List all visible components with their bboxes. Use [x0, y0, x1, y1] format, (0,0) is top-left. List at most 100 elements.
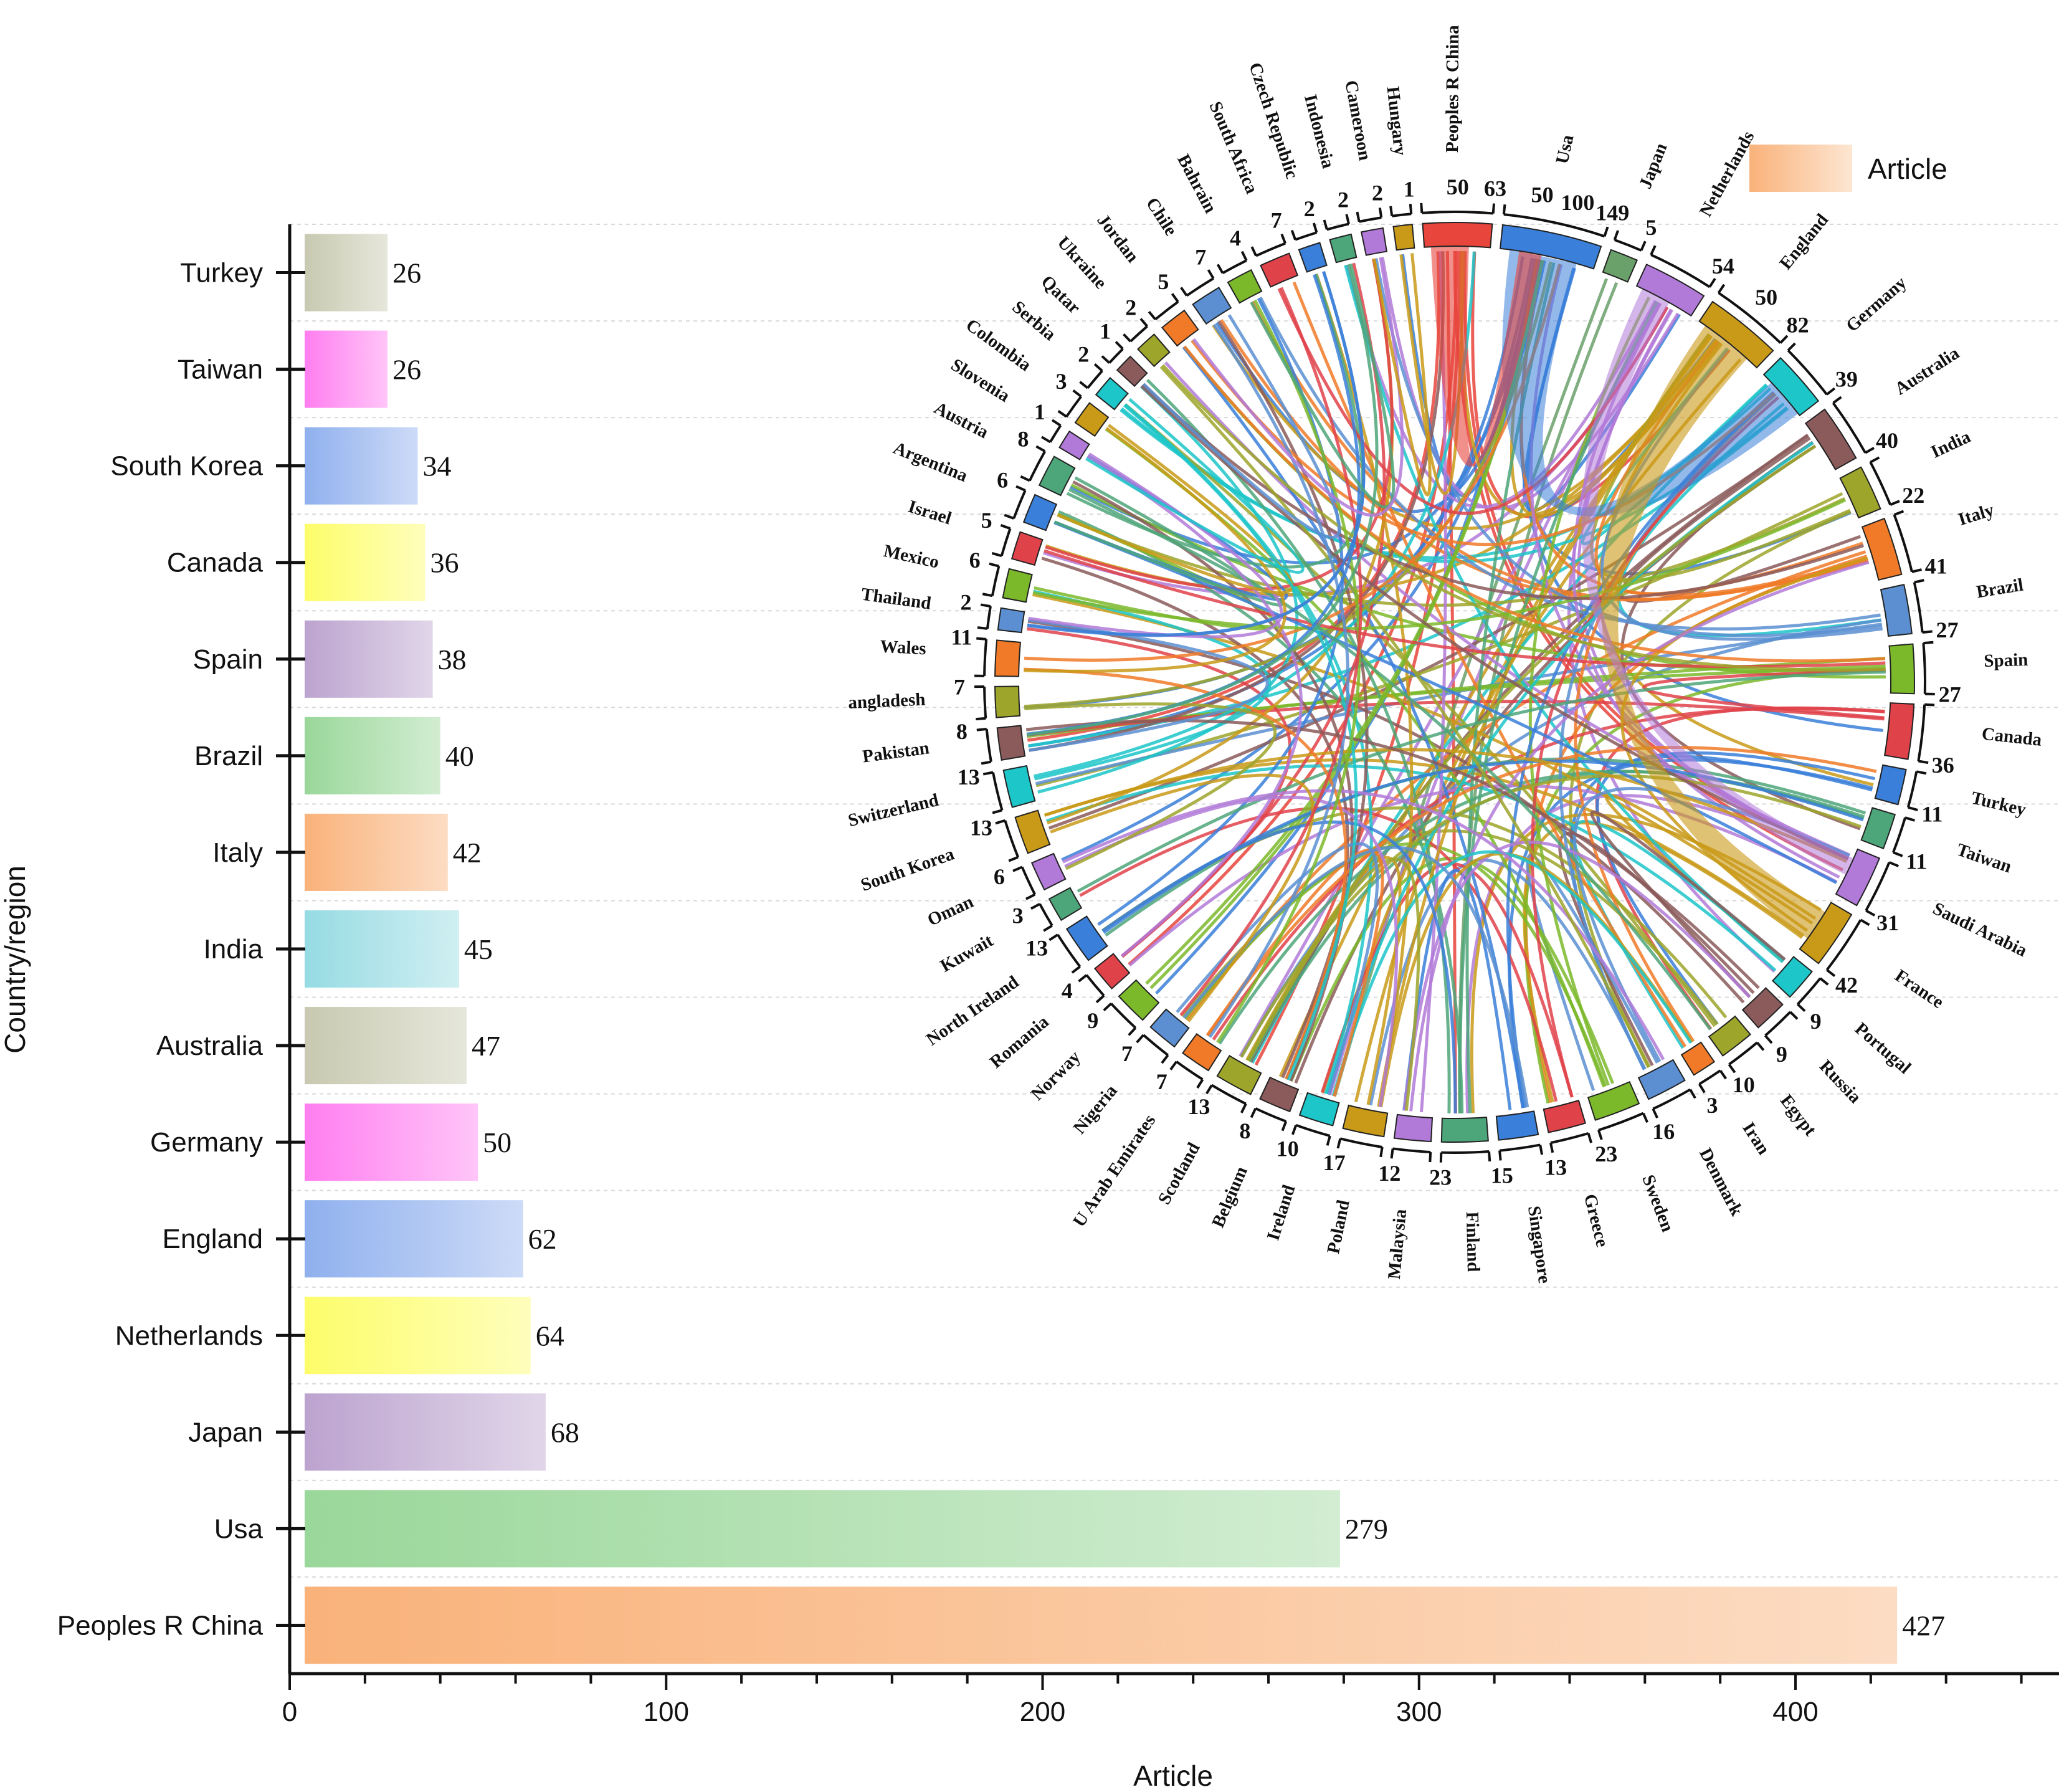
- chord-tick: [1597, 1130, 1603, 1140]
- chord-arc-austria: [1038, 455, 1076, 497]
- chord-value-north-ireland: 13: [1025, 936, 1048, 961]
- chord-ribbon: [1159, 365, 1651, 1068]
- chord-arc-denmark: [1637, 1059, 1686, 1100]
- chord-arc-colombia: [1074, 402, 1110, 437]
- x-tick-label: 400: [1772, 1697, 1818, 1727]
- chord-tick: [1420, 203, 1424, 213]
- chord-ribbon: [1573, 787, 1850, 1062]
- chord-arc-czech-republic: [1298, 242, 1328, 273]
- data-label-india: 45: [464, 933, 493, 965]
- chord-tick: [1161, 1054, 1169, 1064]
- chord-scale-slovenia: [1049, 424, 1062, 443]
- chord-scale-chile: [1186, 277, 1214, 297]
- chord-scale-romania: [1085, 974, 1105, 997]
- chord-bundle-peoples-r-china: [1430, 246, 1542, 467]
- chord-ribbon: [1179, 287, 1362, 1016]
- chord-ribbon: [1250, 300, 1869, 601]
- chord-tick: [1787, 342, 1796, 351]
- chord-ribbon: [1161, 364, 1886, 672]
- data-label-netherlands: 64: [536, 1320, 564, 1351]
- chord-scale-wales: [983, 639, 988, 676]
- chord-tick: [991, 551, 1002, 558]
- chord-tick: [1587, 1133, 1593, 1143]
- chord-ribbon: [1026, 264, 1379, 736]
- chord-arc-romania: [1093, 953, 1131, 990]
- chord-scale-iran: [1698, 1069, 1721, 1085]
- x-tick-label: 200: [1020, 1697, 1065, 1727]
- chord-scale-brazil: [1913, 582, 1924, 633]
- chord-value-mexico: 6: [969, 548, 981, 573]
- chord-scale-turkey: [1906, 771, 1918, 808]
- chord-arc-nigeria: [1149, 1008, 1190, 1048]
- chord-arc-chile: [1192, 287, 1232, 325]
- chord-value-iran: 3: [1707, 1093, 1718, 1118]
- chord-value-qatar: 1: [1100, 319, 1111, 344]
- chord-tick: [1250, 246, 1257, 257]
- chord-tick: [1797, 1003, 1806, 1013]
- chord-tick: [1020, 475, 1030, 482]
- chord-name-south-africa: South Africa: [1205, 98, 1262, 197]
- chord-scale-ukraine: [1129, 325, 1148, 343]
- chord-value-taiwan: 11: [1906, 849, 1927, 874]
- chord-arc-belgium: [1259, 1076, 1300, 1113]
- chord-tick: [1103, 1003, 1112, 1012]
- chord-name-poland: Poland: [1323, 1198, 1354, 1256]
- chord-name-czech-republic: Czech Republic: [1245, 60, 1302, 181]
- chord-value-israel: 5: [981, 508, 992, 533]
- chord-tick: [1698, 1083, 1706, 1094]
- chord-scale-italy: [1893, 514, 1913, 573]
- chord-name-denmark: Denmark: [1695, 1145, 1747, 1219]
- data-label-italy: 42: [453, 837, 482, 869]
- data-label-japan: 68: [551, 1416, 579, 1448]
- chord-tick: [1890, 500, 1900, 507]
- chord-tick: [995, 819, 1006, 825]
- chord-name-belgium: Belgium: [1208, 1163, 1252, 1230]
- chord-scale-bahrain: [1222, 259, 1247, 275]
- chord-arc-greece: [1543, 1099, 1586, 1133]
- chord-arc-south-africa: [1260, 252, 1299, 288]
- bar-germany: [305, 1103, 478, 1181]
- chord-ribbon: [1053, 488, 1284, 607]
- chord-arc-cameroon: [1360, 227, 1388, 256]
- chord-value-cameroon: 2: [1372, 181, 1383, 206]
- chord-scale-austria: [1029, 450, 1047, 482]
- chord-scale-mexico: [991, 566, 1001, 596]
- chord-name-switzerland: Switzerland: [846, 790, 941, 831]
- chord-value-serbia: 2: [1078, 342, 1089, 367]
- chord-ribbon: [1206, 746, 1877, 1037]
- chord-tick: [1280, 234, 1286, 244]
- chord-tick: [982, 593, 993, 598]
- chord-tick: [1049, 933, 1058, 941]
- chord-tick: [1826, 387, 1836, 396]
- chord-tick: [1128, 1027, 1137, 1036]
- legend-swatch: [1749, 145, 1852, 192]
- chord-tick: [1071, 965, 1081, 974]
- chord-tick: [977, 626, 988, 630]
- bar-netherlands: [305, 1297, 531, 1375]
- y-tick-label-brazil: Brazil: [194, 741, 263, 771]
- chord-scale-kuwait: [1039, 903, 1053, 927]
- chord-name-israel: Israel: [906, 497, 954, 529]
- chord-value-australia: 40: [1876, 428, 1898, 453]
- chord-ribbon: [1140, 384, 1849, 860]
- chord-tick: [1491, 203, 1496, 214]
- chord-scale-hungary: [1391, 212, 1412, 217]
- chord-tick: [1756, 1041, 1765, 1051]
- chord-value-scotland: 13: [1187, 1094, 1210, 1119]
- chord-name-romania: Romania: [986, 1011, 1053, 1072]
- bar-italy: [305, 813, 448, 891]
- chord-ribbon: [1050, 773, 1315, 1022]
- chord-tick: [1708, 278, 1716, 288]
- y-tick-label-south-korea: South Korea: [110, 451, 263, 482]
- chord-ribbon: [1377, 335, 1713, 1107]
- chord-name-nigeria: Nigeria: [1070, 1081, 1121, 1138]
- x-tick-label: 100: [644, 1697, 689, 1727]
- chord-bundle-usa: [1502, 249, 1799, 517]
- chord-tick: [1000, 524, 1011, 530]
- chord-name-north-ireland: North Ireland: [923, 972, 1022, 1050]
- chord-name-finland: Finland: [1462, 1211, 1483, 1272]
- chord-value-bahrain: 4: [1230, 226, 1241, 250]
- chord-tick: [1004, 513, 1014, 520]
- chord-tick: [1207, 269, 1215, 279]
